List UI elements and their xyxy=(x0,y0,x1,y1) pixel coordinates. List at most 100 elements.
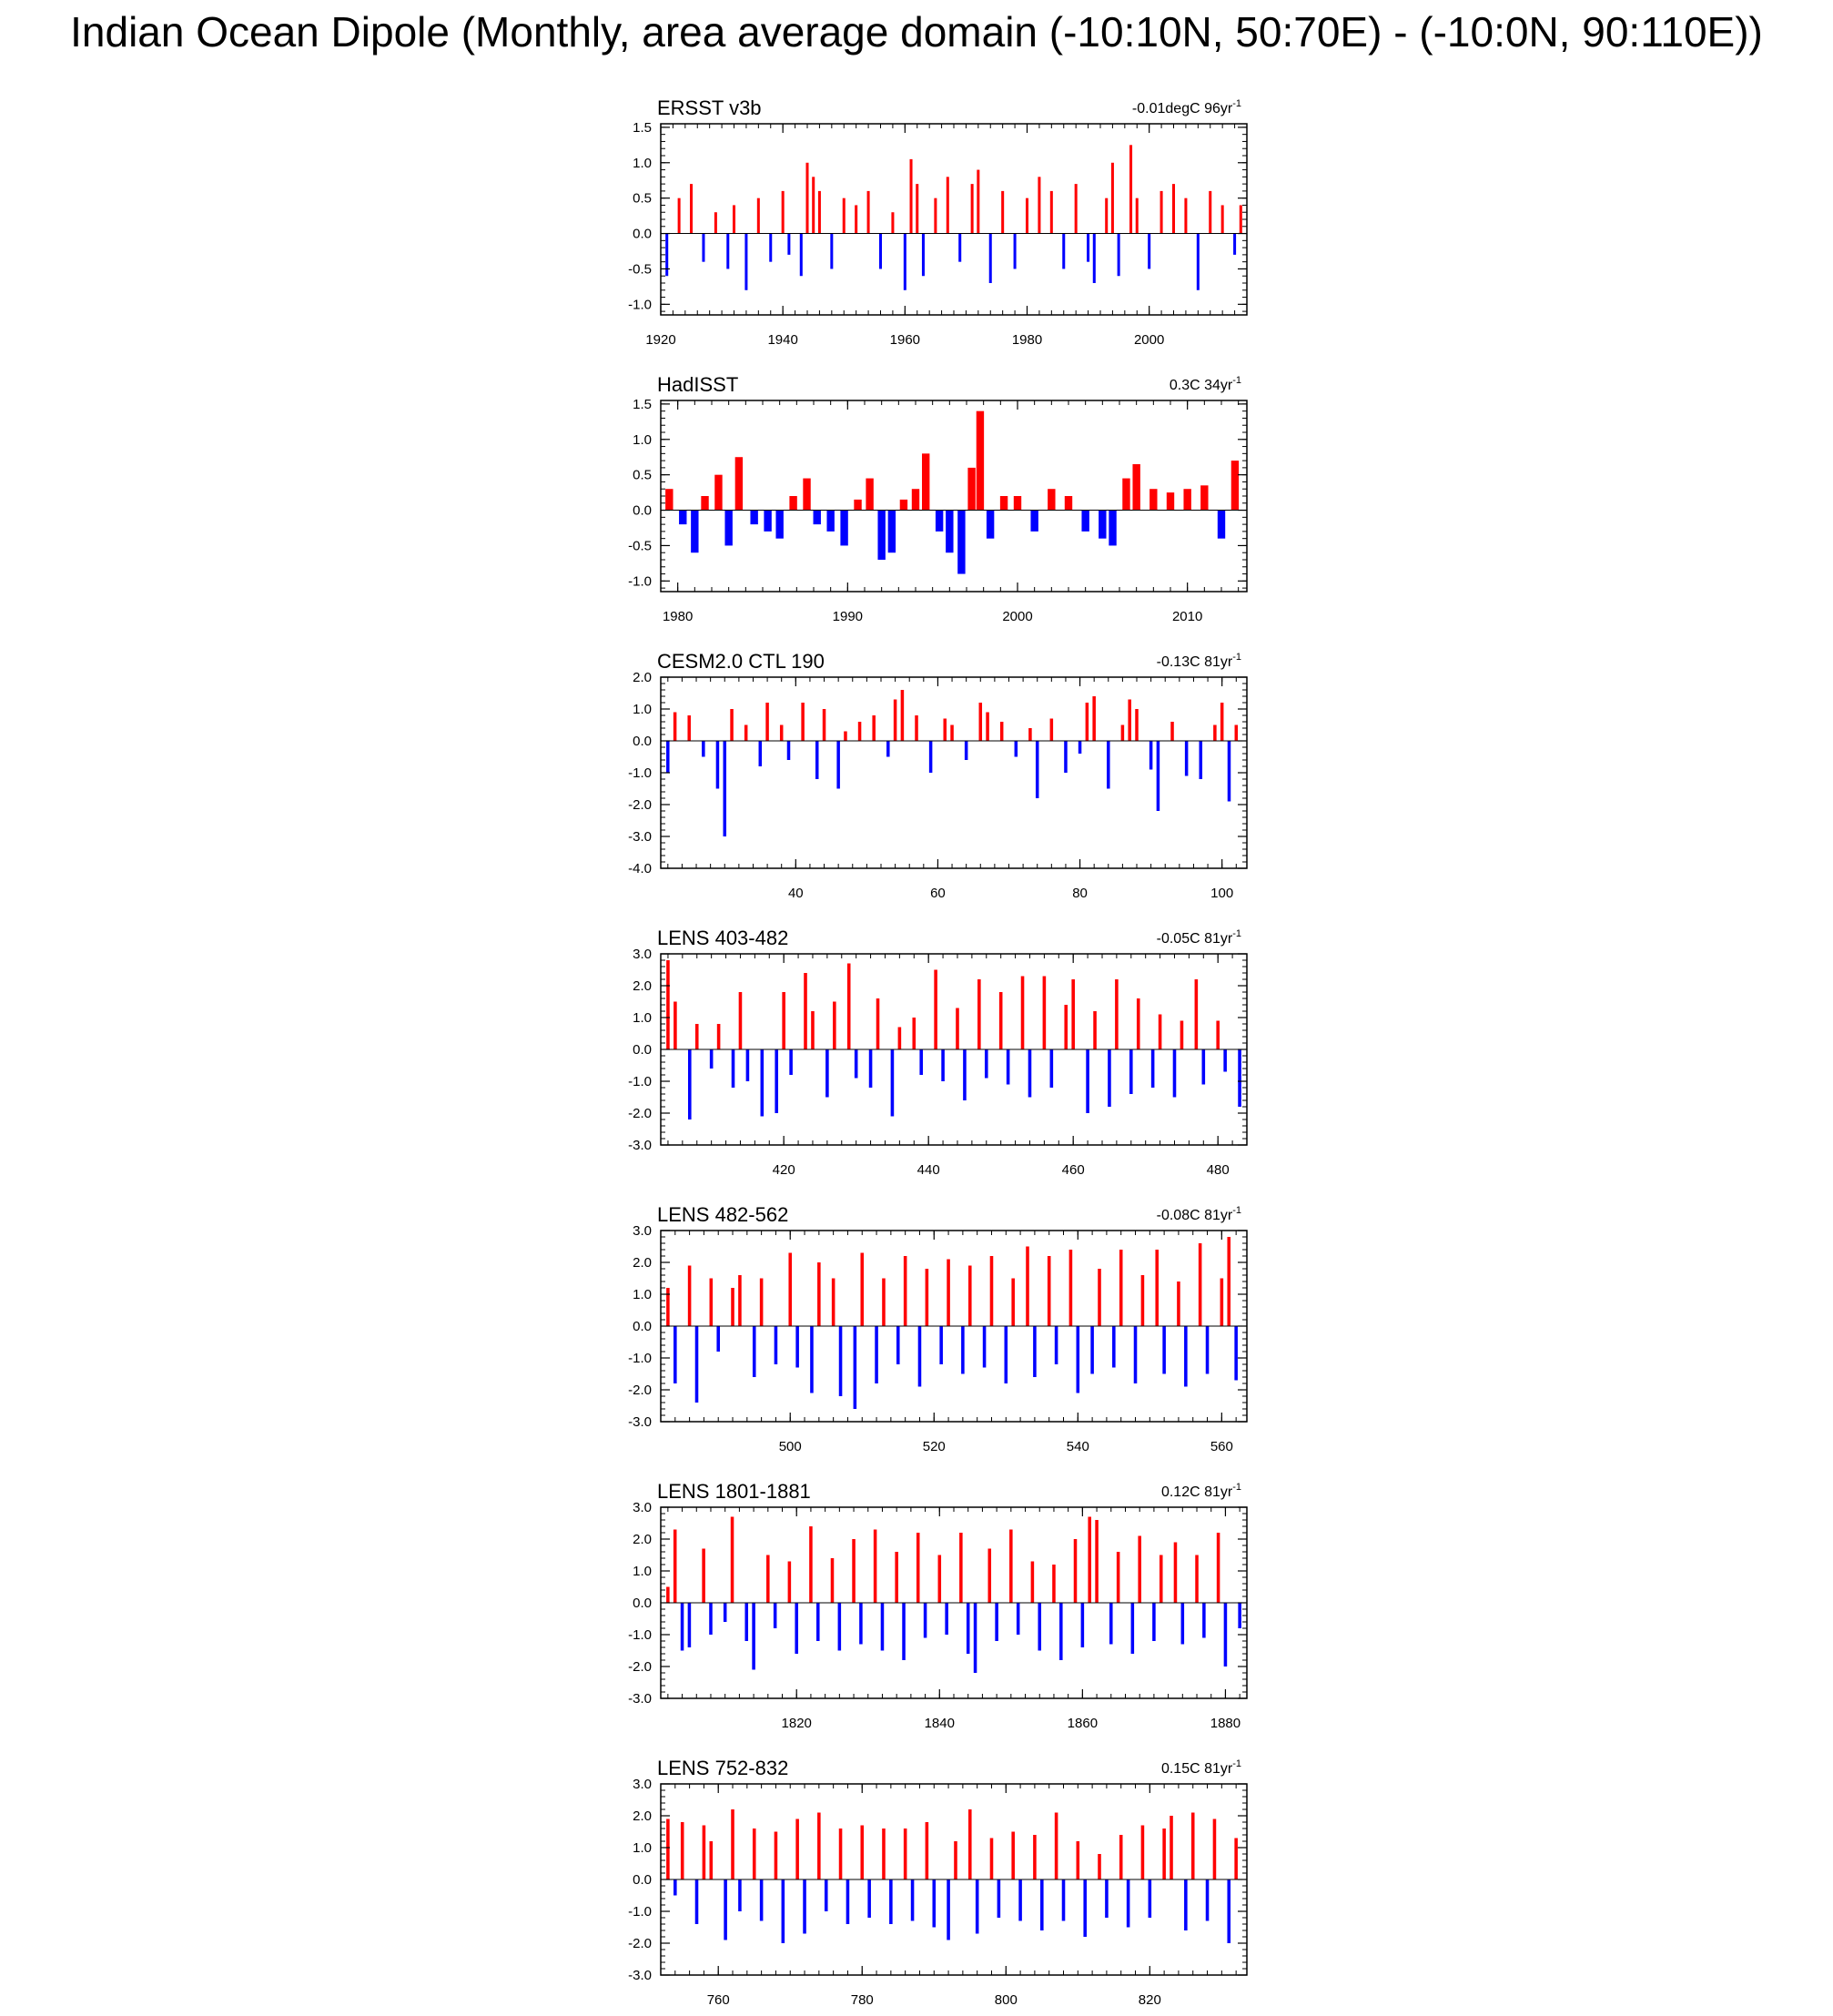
bar-negative xyxy=(964,741,968,760)
y-tick-label: -3.0 xyxy=(628,1138,652,1153)
bar-positive xyxy=(1116,1552,1120,1603)
bar-negative xyxy=(1184,1879,1188,1930)
panel-trend-superscript: -1 xyxy=(1232,652,1241,663)
bar-positive xyxy=(882,1829,886,1879)
bar-positive xyxy=(1128,699,1131,741)
bar-positive xyxy=(1049,718,1054,741)
bar-negative xyxy=(759,1879,764,1921)
bar-positive xyxy=(852,1539,856,1603)
panel-trend: 0.12C 81yr-1 xyxy=(1161,1482,1241,1500)
bar-negative xyxy=(1013,233,1017,269)
bar-negative xyxy=(853,1326,857,1409)
y-tick-label: 3.0 xyxy=(633,1777,652,1792)
bar-negative xyxy=(1081,510,1089,532)
panel-4: LENS 482-562 -0.08C 81yr-1 -3.0 -2.0 -1.0 0.0… xyxy=(628,1203,1248,1454)
bar-negative xyxy=(824,1879,828,1911)
bar-positive xyxy=(830,1558,835,1603)
x-tick-label: 1880 xyxy=(1210,1716,1241,1731)
bar-negative xyxy=(975,1879,979,1934)
bar-positive xyxy=(943,718,947,741)
bar-positive xyxy=(925,1269,929,1326)
y-tick-label: -2.0 xyxy=(628,1659,652,1675)
x-tick-label: 1860 xyxy=(1068,1716,1098,1731)
panel-trend-text: -0.08C 81yr xyxy=(1157,1208,1233,1223)
bar-negative xyxy=(716,1326,720,1352)
bar-negative xyxy=(935,510,944,532)
bar-positive xyxy=(666,1818,670,1879)
bar-negative xyxy=(946,510,954,553)
y-tick-label: -1.0 xyxy=(628,765,652,781)
bar-positive xyxy=(922,453,930,511)
bar-negative xyxy=(896,1326,900,1364)
bar-negative xyxy=(1227,1879,1231,1943)
bar-negative xyxy=(738,1879,742,1911)
y-tick-label: 1.0 xyxy=(633,1840,652,1856)
bar-positive xyxy=(954,1841,957,1879)
bar-positive xyxy=(1183,489,1191,511)
bar-positive xyxy=(1198,1243,1202,1326)
plot-frame xyxy=(660,400,1248,593)
bar-negative xyxy=(769,233,773,262)
bar-positive xyxy=(812,177,815,234)
bar-positive xyxy=(766,1555,770,1603)
bar-positive xyxy=(1213,724,1217,741)
bar-negative xyxy=(919,1049,924,1075)
bar-positive xyxy=(934,198,937,234)
bar-positive xyxy=(1212,1818,1217,1879)
y-tick-label: -1.0 xyxy=(628,1627,652,1643)
bar-positive xyxy=(756,198,760,234)
bar-positive xyxy=(909,158,913,234)
y-tick-label: 3.0 xyxy=(633,1500,652,1515)
bar-negative xyxy=(775,1049,778,1113)
bar-positive xyxy=(730,1516,734,1603)
bar-positive xyxy=(1009,1529,1013,1603)
bar-negative xyxy=(1038,1603,1042,1651)
bar-positive xyxy=(709,1278,714,1326)
bar-positive xyxy=(1170,722,1174,741)
bar-negative xyxy=(867,1879,871,1918)
bar-positive xyxy=(844,731,847,741)
y-tick-label: 0.0 xyxy=(633,227,652,242)
bar-positive xyxy=(873,1529,877,1603)
bar-negative xyxy=(1148,233,1151,269)
bar-negative xyxy=(1234,1326,1238,1381)
bar-positive xyxy=(937,1555,942,1603)
x-tick-label: 420 xyxy=(773,1162,795,1178)
y-tick-label: 0.0 xyxy=(633,734,652,749)
bar-negative xyxy=(666,741,670,773)
bar-negative xyxy=(1148,1879,1152,1918)
x-tick-label: 1940 xyxy=(767,332,797,348)
bar-positive xyxy=(1136,998,1140,1049)
bar-negative xyxy=(702,741,705,757)
bar-positive xyxy=(687,715,691,741)
bar-negative xyxy=(1238,1049,1241,1107)
bar-positive xyxy=(1073,1539,1078,1603)
bar-negative xyxy=(878,233,883,269)
bar-negative xyxy=(1018,1879,1022,1921)
x-tick-label: 780 xyxy=(851,1992,874,2008)
y-tick-label: -2.0 xyxy=(628,797,652,813)
y-tick-label: -1.0 xyxy=(628,297,652,312)
bar-negative xyxy=(731,1049,735,1088)
bar-negative xyxy=(764,510,772,532)
bar-positive xyxy=(1171,184,1176,234)
bar-positive xyxy=(860,1252,865,1326)
bar-negative xyxy=(726,233,730,269)
bar-positive xyxy=(1162,1829,1166,1879)
bar-positive xyxy=(738,1275,742,1326)
bar-negative xyxy=(691,510,699,553)
bar-positive xyxy=(765,703,769,741)
bar-negative xyxy=(709,1603,713,1635)
bar-positive xyxy=(1135,198,1139,234)
bar-positive xyxy=(968,1265,972,1326)
bar-positive xyxy=(1098,1269,1101,1326)
bar-positive xyxy=(950,724,954,741)
bar-negative xyxy=(1184,1326,1188,1387)
bar-negative xyxy=(1006,1049,1010,1085)
bar-negative xyxy=(1105,1879,1109,1918)
y-tick-label: -2.0 xyxy=(628,1936,652,1951)
bar-positive xyxy=(956,1008,959,1049)
bar-negative xyxy=(840,510,848,546)
bar-positive xyxy=(701,496,709,511)
bar-positive xyxy=(854,499,862,511)
